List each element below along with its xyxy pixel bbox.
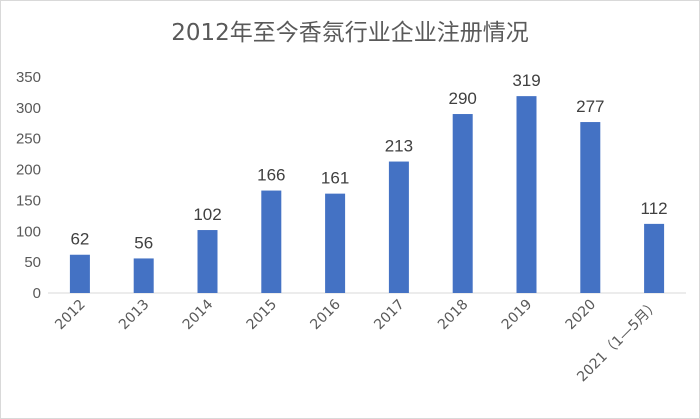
data-labels: 62 56 102 166 161 213 290 319 277 112 — [70, 71, 667, 252]
x-tick-label: 2015 — [244, 297, 281, 334]
bar — [261, 190, 282, 293]
bar — [580, 122, 601, 294]
y-tick-label: 50 — [24, 254, 41, 271]
bar — [133, 258, 154, 293]
bar — [197, 230, 218, 293]
y-tick-label: 350 — [16, 69, 41, 86]
data-label: 56 — [134, 233, 153, 252]
x-tick-label: 2016 — [307, 296, 344, 333]
data-label: 102 — [193, 205, 221, 224]
y-tick-label: 150 — [16, 192, 41, 209]
y-tick-label: 0 — [33, 285, 41, 302]
x-tick-label: 2012 — [52, 297, 89, 334]
bar — [516, 96, 537, 293]
y-tick-label: 250 — [16, 131, 41, 148]
bar — [388, 161, 409, 293]
y-axis: 0 50 100 150 200 250 300 350 — [16, 69, 41, 302]
bar — [69, 254, 90, 293]
y-tick-label: 300 — [16, 100, 41, 117]
bar — [452, 114, 473, 294]
data-label: 161 — [321, 169, 349, 188]
data-label: 290 — [449, 89, 477, 108]
x-tick-label: 2014 — [180, 296, 217, 333]
data-label: 62 — [70, 230, 89, 249]
x-axis-labels: 2012 2013 2014 2015 2016 2017 2018 2019 20202021… — [52, 296, 663, 385]
data-label: 213 — [385, 137, 413, 156]
bar — [325, 193, 346, 293]
chart-title: 2012年至今香氛行业企业注册情况 — [171, 20, 529, 46]
y-tick-label: 200 — [16, 162, 41, 179]
y-tick-label: 100 — [16, 223, 41, 240]
x-tick-label: 2018 — [435, 297, 472, 334]
x-tick-label: 2019 — [499, 297, 536, 334]
data-label: 277 — [576, 97, 604, 116]
data-label: 112 — [641, 199, 668, 218]
bars — [69, 96, 665, 294]
data-label: 166 — [257, 166, 285, 185]
bar — [644, 223, 665, 293]
x-tick-label: 2013 — [116, 297, 153, 334]
x-tick-label: 2020 — [563, 297, 600, 334]
data-label: 319 — [512, 71, 540, 90]
x-tick-label: 2017 — [371, 297, 408, 334]
